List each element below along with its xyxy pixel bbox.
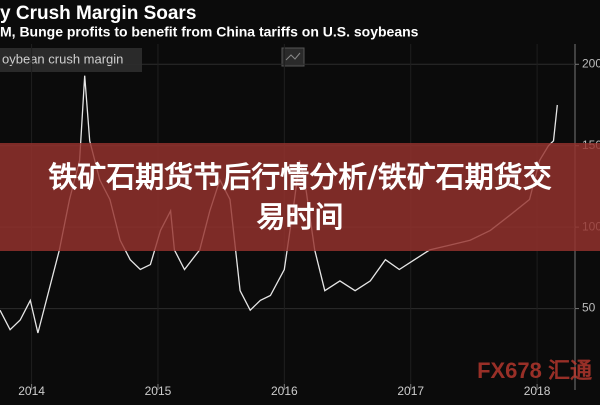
x-tick-label: 2016 (271, 384, 298, 398)
watermark: FX678 汇通 (477, 358, 592, 383)
legend-label: oybean crush margin (2, 51, 123, 66)
x-tick-label: 2017 (397, 384, 424, 398)
chart-subtitle: M, Bunge profits to benefit from China t… (0, 24, 419, 40)
y-tick-label: 50 (582, 301, 596, 315)
chart-icon-glyph (285, 52, 301, 61)
x-tick-label: 2015 (145, 384, 172, 398)
legend-box (0, 48, 142, 72)
chart-title: y Crush Margin Soars (0, 3, 196, 24)
banner-text: 铁矿石期货节后行情分析/铁矿石期货交易时间 (48, 160, 552, 234)
x-tick-label: 2018 (524, 384, 551, 398)
banner: 铁矿石期货节后行情分析/铁矿石期货交易时间 (0, 143, 600, 251)
y-tick-label: 200 (582, 56, 600, 70)
x-tick-label: 2014 (18, 384, 45, 398)
